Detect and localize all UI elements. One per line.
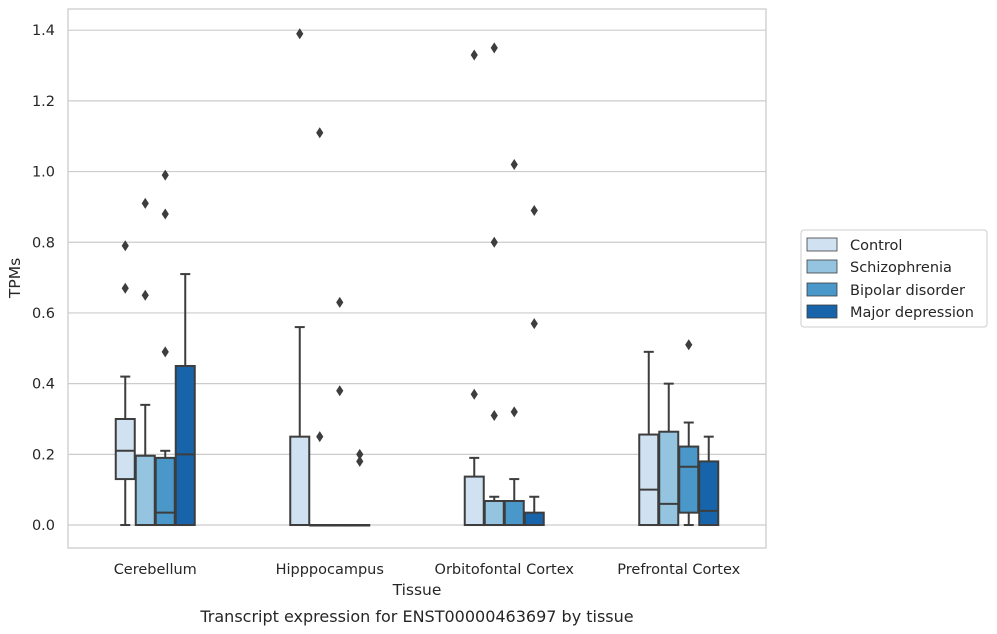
legend-label-major-depression: Major depression: [850, 305, 974, 321]
box-body: [503, 499, 525, 527]
y-tick-label: 1.4: [32, 23, 55, 39]
outlier-point: [470, 388, 478, 400]
y-tick-label: 1.0: [32, 165, 55, 181]
x-tick-label: Orbitofontal Cortex: [435, 562, 575, 578]
outlier-point: [356, 448, 364, 460]
outlier-point: [470, 49, 478, 61]
y-tick-label: 1.2: [32, 94, 55, 110]
y-axis-ticks: 0.0 0.2 0.4 0.6 0.8 1.0 1.2 1.4: [32, 23, 55, 534]
outlier-point: [121, 282, 129, 294]
box-cerebellum-schizophrenia: [134, 197, 156, 527]
box-orbitofontal-cortex-control: [463, 49, 485, 527]
box-body: [463, 475, 485, 527]
box-hipppocampus-major-depression: [349, 448, 371, 527]
box-body: [678, 445, 700, 514]
box-cerebellum-bipolar-disorder: [154, 169, 176, 527]
outlier-point: [336, 296, 344, 308]
y-axis-label: TPMs: [6, 258, 24, 299]
box-hipppocampus-schizophrenia: [309, 127, 331, 527]
outlier-point: [530, 318, 538, 330]
outlier-point: [296, 28, 304, 40]
outlier-point: [510, 159, 518, 171]
outlier-point: [685, 339, 693, 351]
box-hipppocampus-bipolar-disorder: [329, 296, 351, 527]
y-tick-label: 0.0: [32, 518, 55, 534]
outlier-point: [161, 208, 169, 220]
plot-frame: [67, 8, 767, 549]
box-body: [134, 454, 156, 527]
legend-swatch-bipolar-disorder: [806, 282, 838, 297]
x-axis-ticks: Cerebellum Hipppocampus Orbitofontal Corte…: [114, 562, 741, 578]
x-tick-label: Prefrontal Cortex: [617, 562, 740, 578]
chart-caption: Transcript expression for ENST0000046369…: [199, 607, 633, 626]
legend-label-control: Control: [850, 238, 902, 254]
y-tick-label: 0.2: [32, 447, 55, 463]
outlier-point: [490, 42, 498, 54]
box-body: [523, 511, 545, 527]
legend-label-bipolar-disorder: Bipolar disorder: [850, 283, 965, 299]
x-tick-label: Hipppocampus: [276, 562, 384, 578]
legend-frame: [800, 229, 988, 328]
box-body: [154, 456, 176, 527]
outlier-point: [336, 385, 344, 397]
outlier-point: [530, 204, 538, 216]
box-body: [114, 417, 136, 481]
outlier-point: [490, 236, 498, 248]
box-body: [174, 364, 196, 527]
x-tick-label: Cerebellum: [114, 562, 197, 578]
legend-swatch-schizophrenia: [806, 259, 838, 274]
legend-label-schizophrenia: Schizophrenia: [850, 260, 952, 276]
y-tick-label: 0.8: [32, 235, 55, 251]
x-axis-label: Tissue: [392, 581, 442, 599]
box-prefrontal-cortex-bipolar-disorder: [678, 339, 700, 527]
outlier-point: [316, 431, 324, 443]
outlier-point: [161, 169, 169, 181]
box-cerebellum-major-depression: [174, 273, 196, 527]
y-tick-label: 0.6: [32, 306, 55, 322]
outlier-point: [161, 346, 169, 358]
box-plot-series: [114, 28, 720, 527]
y-tick-label: 0.4: [32, 377, 55, 393]
outlier-point: [316, 127, 324, 139]
legend: Control Schizophrenia Bipolar disorder M…: [800, 229, 988, 328]
box-prefrontal-cortex-control: [638, 350, 660, 527]
box-hipppocampus-control: [289, 28, 311, 527]
box-body: [483, 499, 505, 527]
box-prefrontal-cortex-major-depression: [698, 435, 720, 527]
outlier-point: [141, 289, 149, 301]
outlier-point: [490, 409, 498, 421]
box-orbitofontal-cortex-schizophrenia: [483, 42, 505, 527]
box-body: [289, 435, 311, 527]
box-body: [658, 430, 680, 527]
box-orbitofontal-cortex-bipolar-disorder: [503, 159, 525, 527]
box-body: [638, 433, 660, 527]
box-body: [698, 460, 720, 527]
box-cerebellum-control: [114, 240, 136, 527]
legend-swatch-major-depression: [806, 304, 838, 319]
box-orbitofontal-cortex-major-depression: [523, 204, 545, 527]
outlier-point: [356, 455, 364, 467]
outlier-point: [121, 240, 129, 252]
legend-swatch-control: [806, 237, 838, 252]
box-prefrontal-cortex-schizophrenia: [658, 382, 680, 527]
outlier-point: [141, 197, 149, 209]
outlier-point: [510, 406, 518, 418]
